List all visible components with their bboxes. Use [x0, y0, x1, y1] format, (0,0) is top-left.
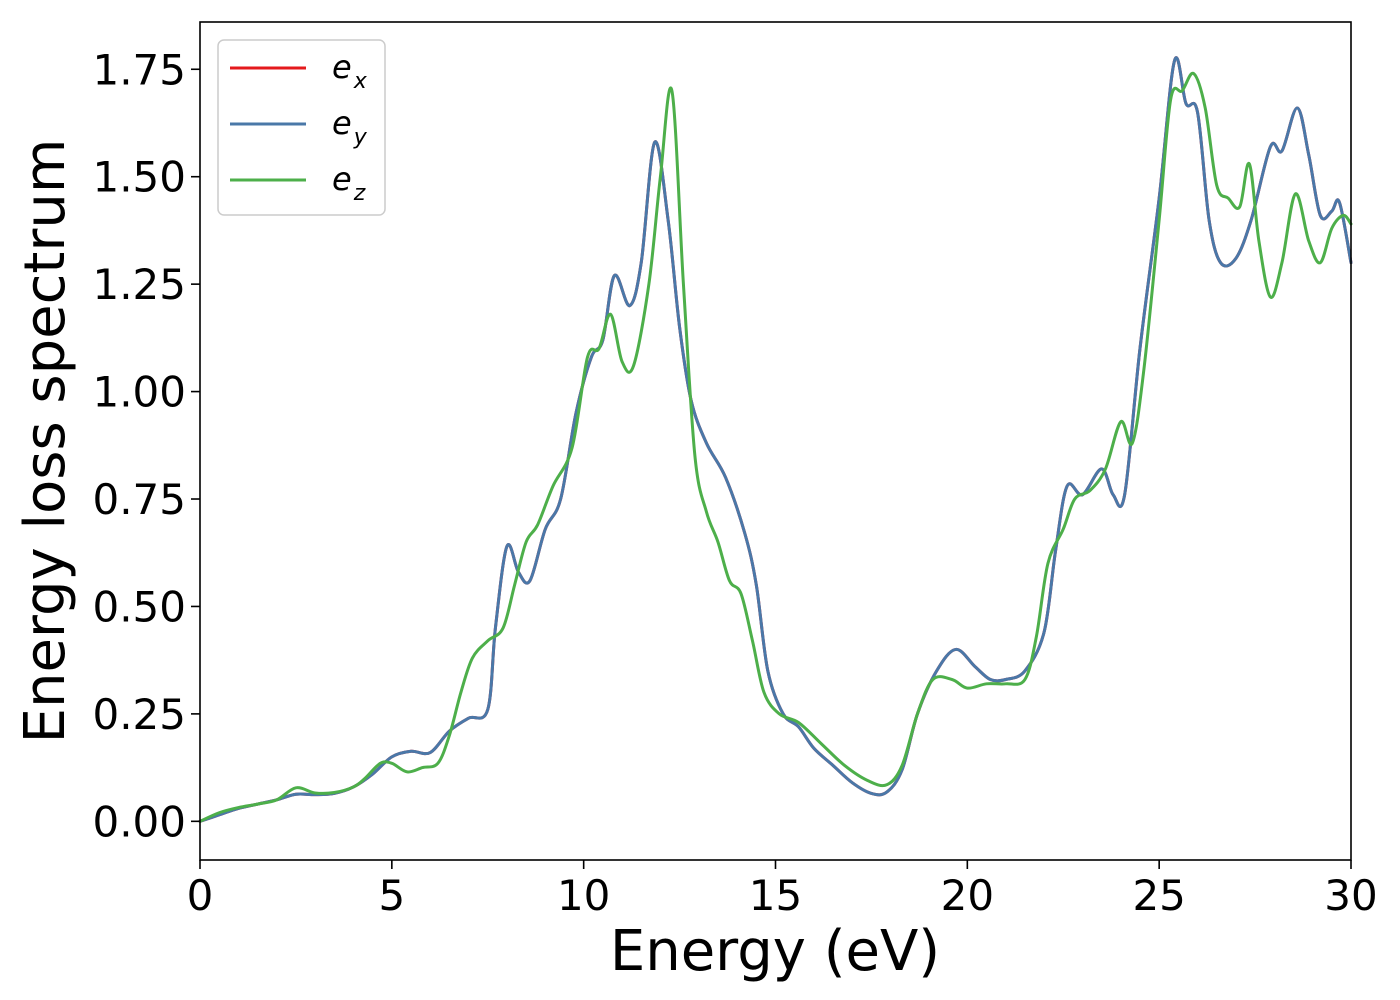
x-tick-label: 20 [941, 871, 994, 920]
plot-area [200, 22, 1351, 860]
y-axis-ticks: 0.00 0.25 0.50 0.75 1.00 1.25 1.50 1.75 [92, 45, 200, 846]
y-tick-label: 0.00 [92, 797, 186, 846]
y-axis-title: Energy loss spectrum [13, 139, 78, 744]
legend-subscript: x [353, 69, 368, 94]
x-tick-label: 10 [557, 871, 610, 920]
y-tick-label: 0.50 [92, 582, 186, 631]
x-tick-label: 25 [1132, 871, 1185, 920]
y-tick-label: 1.25 [92, 260, 186, 309]
y-tick-label: 0.75 [92, 475, 186, 524]
x-tick-label: 15 [749, 871, 802, 920]
legend-subscript: z [353, 181, 366, 206]
x-axis-ticks: 0 5 10 15 20 25 30 [187, 860, 1378, 920]
y-tick-label: 1.75 [92, 45, 186, 94]
legend-box [217, 39, 386, 216]
y-tick-label: 0.25 [92, 690, 186, 739]
series-line-ez [198, 71, 1353, 823]
series-lines [198, 56, 1353, 823]
y-tick-label: 1.00 [92, 368, 186, 417]
x-axis-title: Energy (eV) [610, 919, 940, 984]
x-tick-label: 30 [1324, 871, 1377, 920]
legend-subscript: y [353, 125, 368, 150]
x-tick-label: 0 [187, 871, 214, 920]
x-tick-label: 5 [378, 871, 405, 920]
y-tick-label: 1.50 [92, 153, 186, 202]
